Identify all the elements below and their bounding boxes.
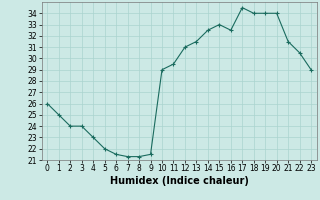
X-axis label: Humidex (Indice chaleur): Humidex (Indice chaleur) [110, 176, 249, 186]
